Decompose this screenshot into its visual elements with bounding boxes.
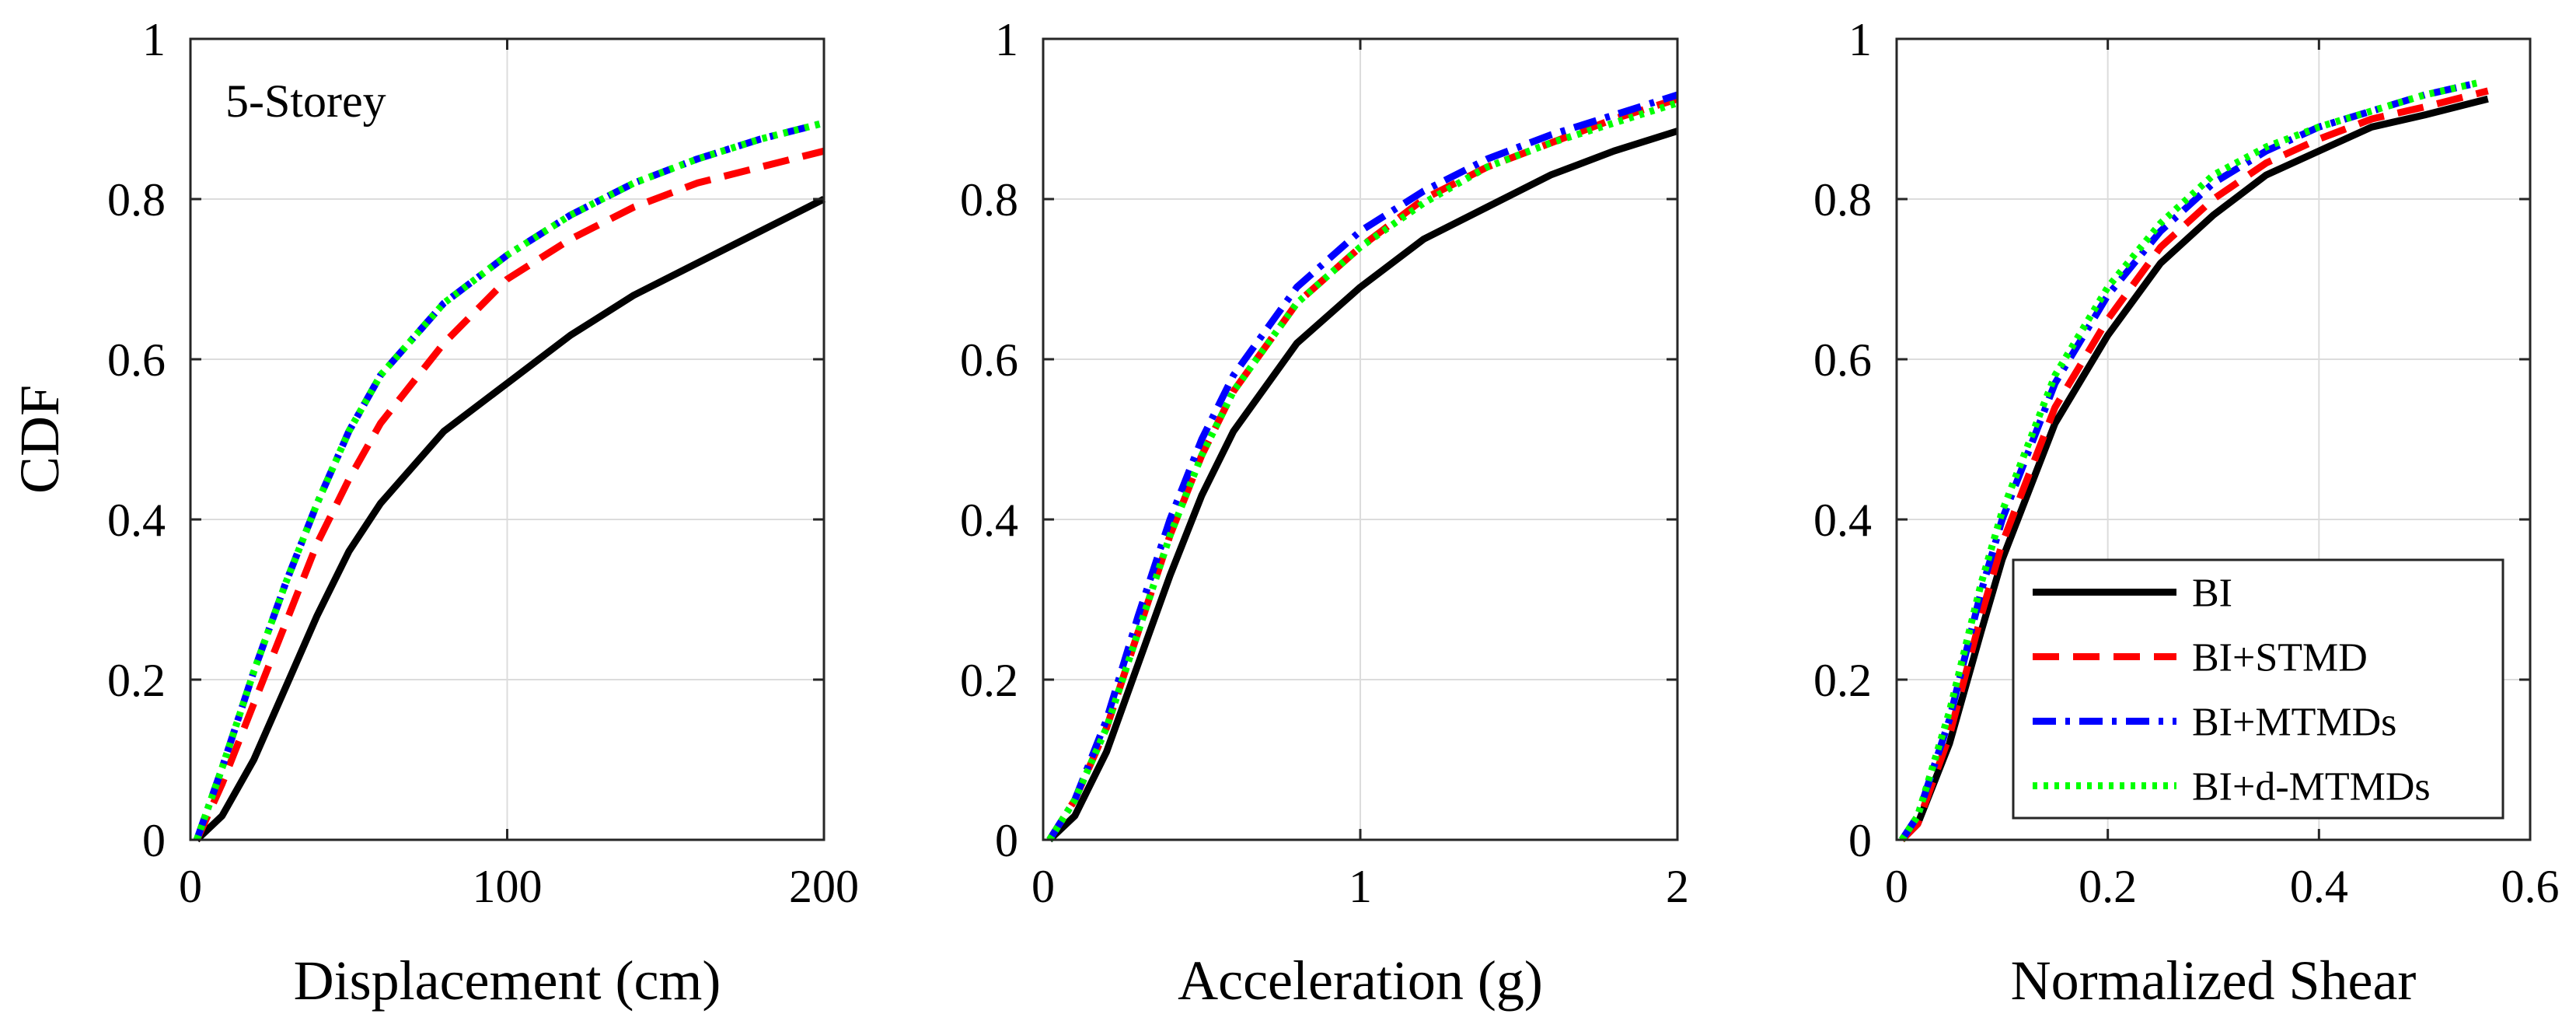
y-tick-label: 1 [1848,14,1872,65]
y-tick-label: 1 [142,14,166,65]
x-tick-label: 200 [789,861,859,912]
y-tick-label: 0.4 [1813,495,1872,546]
legend: BI BI+STMD BI+MTMDs BI+d-MTMDs [2012,558,2504,820]
x-tick-label: 0.4 [2290,861,2348,912]
panel-2: 0 1 2 0 0.2 0.4 0.6 0.8 1 Acceleration (g) [960,14,1689,1012]
series-line-bi-d-mtmds [1899,79,2479,842]
panel-1: 0 100 200 0 0.2 0.4 0.6 0.8 1 Displacement (cm) CD… [9,14,859,1012]
legend-label: BI+MTMDs [2192,701,2396,745]
y-tick-label: 0.8 [1813,174,1872,226]
series-line-bi-stmd [1899,87,2489,843]
panel-3: 0 0.2 0.4 0.6 0 0.2 0.4 0.6 0.8 1 Normalized Shear [1813,14,2560,1012]
x-tick-label: 0 [1031,861,1055,912]
x-tick-label: 0.6 [2501,861,2560,912]
axes-frame [1895,37,2532,841]
legend-label: BI+d-MTMDs [2192,765,2431,809]
y-tick-label: 0 [1848,815,1872,866]
x-axis-label: Displacement (cm) [294,949,721,1012]
y-axis-label: CDF [9,385,71,494]
y-tick-label: 0.6 [960,334,1018,386]
y-tick-label: 0.2 [960,655,1018,706]
y-tick-label: 0 [995,815,1018,866]
x-tick-label: 0 [179,861,202,912]
x-tick-label: 2 [1666,861,1689,912]
y-tick-label: 0.8 [960,174,1018,226]
series-line-bi-stmd [194,147,826,841]
legend-label: BI+STMD [2192,636,2368,680]
y-tick-label: 0 [142,815,166,866]
x-tick-label: 0.2 [2079,861,2137,912]
y-tick-label: 0.6 [107,334,166,386]
y-tick-label: 0.8 [107,174,166,226]
legend-label: BI [2192,572,2232,616]
y-tick-label: 0.4 [107,495,166,546]
panel-annotation: 5-Storey [225,75,386,127]
series-line-bi-d-mtmds [1046,100,1679,842]
series-line-bi [1047,128,1679,843]
x-axis-label: Normalized Shear [2011,949,2417,1012]
y-tick-label: 0.2 [1813,655,1872,706]
y-tick-label: 0.4 [960,495,1018,546]
legend-box [2012,558,2504,820]
y-tick-label: 0.6 [1813,334,1872,386]
x-axis-label: Acceleration (g) [1178,949,1543,1012]
series-line-bi-mtmds [1046,91,1679,842]
x-tick-label: 1 [1349,861,1372,912]
series-line-bi-d-mtmds [193,119,826,841]
x-tick-label: 0 [1885,861,1908,912]
y-tick-label: 1 [995,14,1018,65]
y-tick-label: 0.2 [107,655,166,706]
series-line-bi-mtmds [1899,79,2479,842]
series-line-bi [194,195,826,843]
x-tick-label: 100 [473,861,543,912]
